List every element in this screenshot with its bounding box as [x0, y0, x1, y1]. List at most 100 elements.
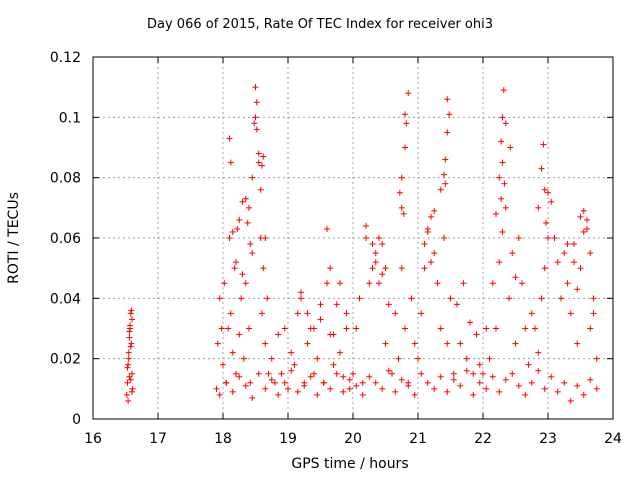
data-point: [447, 295, 454, 302]
data-point: [259, 310, 265, 317]
data-point: [515, 382, 522, 389]
data-point: [541, 385, 548, 392]
data-point: [239, 271, 246, 278]
data-point: [242, 280, 249, 287]
data-point: [444, 340, 451, 347]
data-points: [123, 84, 600, 404]
data-point: [275, 331, 282, 338]
x-tick-label: 22: [474, 431, 492, 447]
data-point: [431, 385, 438, 392]
data-point: [260, 153, 267, 160]
data-point: [382, 340, 389, 347]
data-point: [398, 174, 405, 181]
data-point: [268, 376, 275, 383]
data-point: [403, 120, 410, 127]
data-point: [483, 325, 490, 332]
data-point: [262, 340, 269, 347]
data-point: [554, 388, 561, 395]
data-point: [431, 207, 438, 214]
data-point: [346, 385, 353, 392]
data-point: [382, 265, 389, 272]
data-point: [548, 373, 555, 380]
data-point: [242, 382, 249, 389]
data-point: [441, 171, 447, 178]
data-point: [460, 280, 467, 287]
data-point: [408, 295, 415, 302]
x-tick-label: 16: [84, 431, 102, 447]
data-point: [437, 186, 444, 193]
data-point: [249, 250, 256, 257]
data-point: [493, 325, 499, 332]
data-point: [457, 382, 464, 389]
data-point: [437, 325, 444, 332]
data-point: [507, 144, 514, 151]
data-point: [337, 280, 343, 287]
data-point: [580, 228, 587, 235]
data-point: [372, 250, 379, 257]
data-point: [247, 379, 254, 386]
data-point: [298, 295, 304, 302]
data-point: [379, 271, 386, 278]
data-point: [489, 280, 496, 287]
data-point: [571, 241, 577, 248]
data-point: [428, 213, 434, 220]
data-point: [359, 391, 366, 398]
data-point: [304, 310, 311, 317]
data-point: [500, 87, 507, 94]
data-point: [227, 159, 234, 166]
data-point: [125, 355, 132, 362]
data-point: [255, 159, 262, 166]
data-point: [509, 250, 516, 257]
data-point: [499, 114, 506, 121]
data-point: [522, 325, 529, 332]
data-point: [366, 280, 373, 287]
data-point: [499, 159, 506, 166]
data-point: [506, 295, 512, 302]
data-point: [545, 235, 551, 241]
data-point: [489, 373, 496, 380]
data-point: [333, 301, 340, 308]
data-point: [446, 111, 453, 118]
data-point: [502, 204, 509, 211]
data-point: [480, 370, 486, 377]
data-point: [363, 235, 369, 241]
data-point: [257, 186, 264, 193]
data-point: [255, 150, 262, 157]
data-point: [540, 141, 547, 148]
data-point: [554, 259, 561, 266]
data-point: [229, 349, 236, 356]
data-point: [372, 259, 379, 266]
data-point: [415, 355, 421, 362]
data-point: [418, 310, 425, 317]
data-point: [314, 355, 321, 362]
data-point: [264, 295, 271, 302]
data-point: [574, 340, 581, 347]
data-point: [124, 379, 131, 386]
data-point: [128, 307, 135, 314]
data-point: [564, 241, 571, 248]
data-point: [395, 355, 402, 362]
data-point: [428, 259, 434, 266]
data-point: [127, 325, 134, 332]
data-point: [275, 391, 282, 398]
data-point: [535, 367, 542, 374]
data-point: [369, 241, 376, 248]
data-point: [587, 325, 594, 332]
data-point: [584, 225, 590, 232]
data-point: [343, 325, 350, 332]
data-point: [400, 210, 407, 217]
data-point: [389, 370, 395, 377]
data-point: [281, 325, 288, 332]
data-point: [265, 370, 272, 377]
chart-title: Day 066 of 2015, Rate Of TEC Index for r…: [147, 17, 493, 32]
data-point: [450, 376, 457, 383]
data-point: [129, 370, 135, 377]
data-point: [272, 379, 278, 386]
data-point: [252, 114, 259, 121]
data-point: [223, 379, 230, 386]
data-point: [418, 370, 425, 377]
data-point: [226, 135, 233, 142]
data-point: [385, 301, 392, 308]
data-point: [525, 361, 532, 368]
data-point: [593, 385, 600, 392]
